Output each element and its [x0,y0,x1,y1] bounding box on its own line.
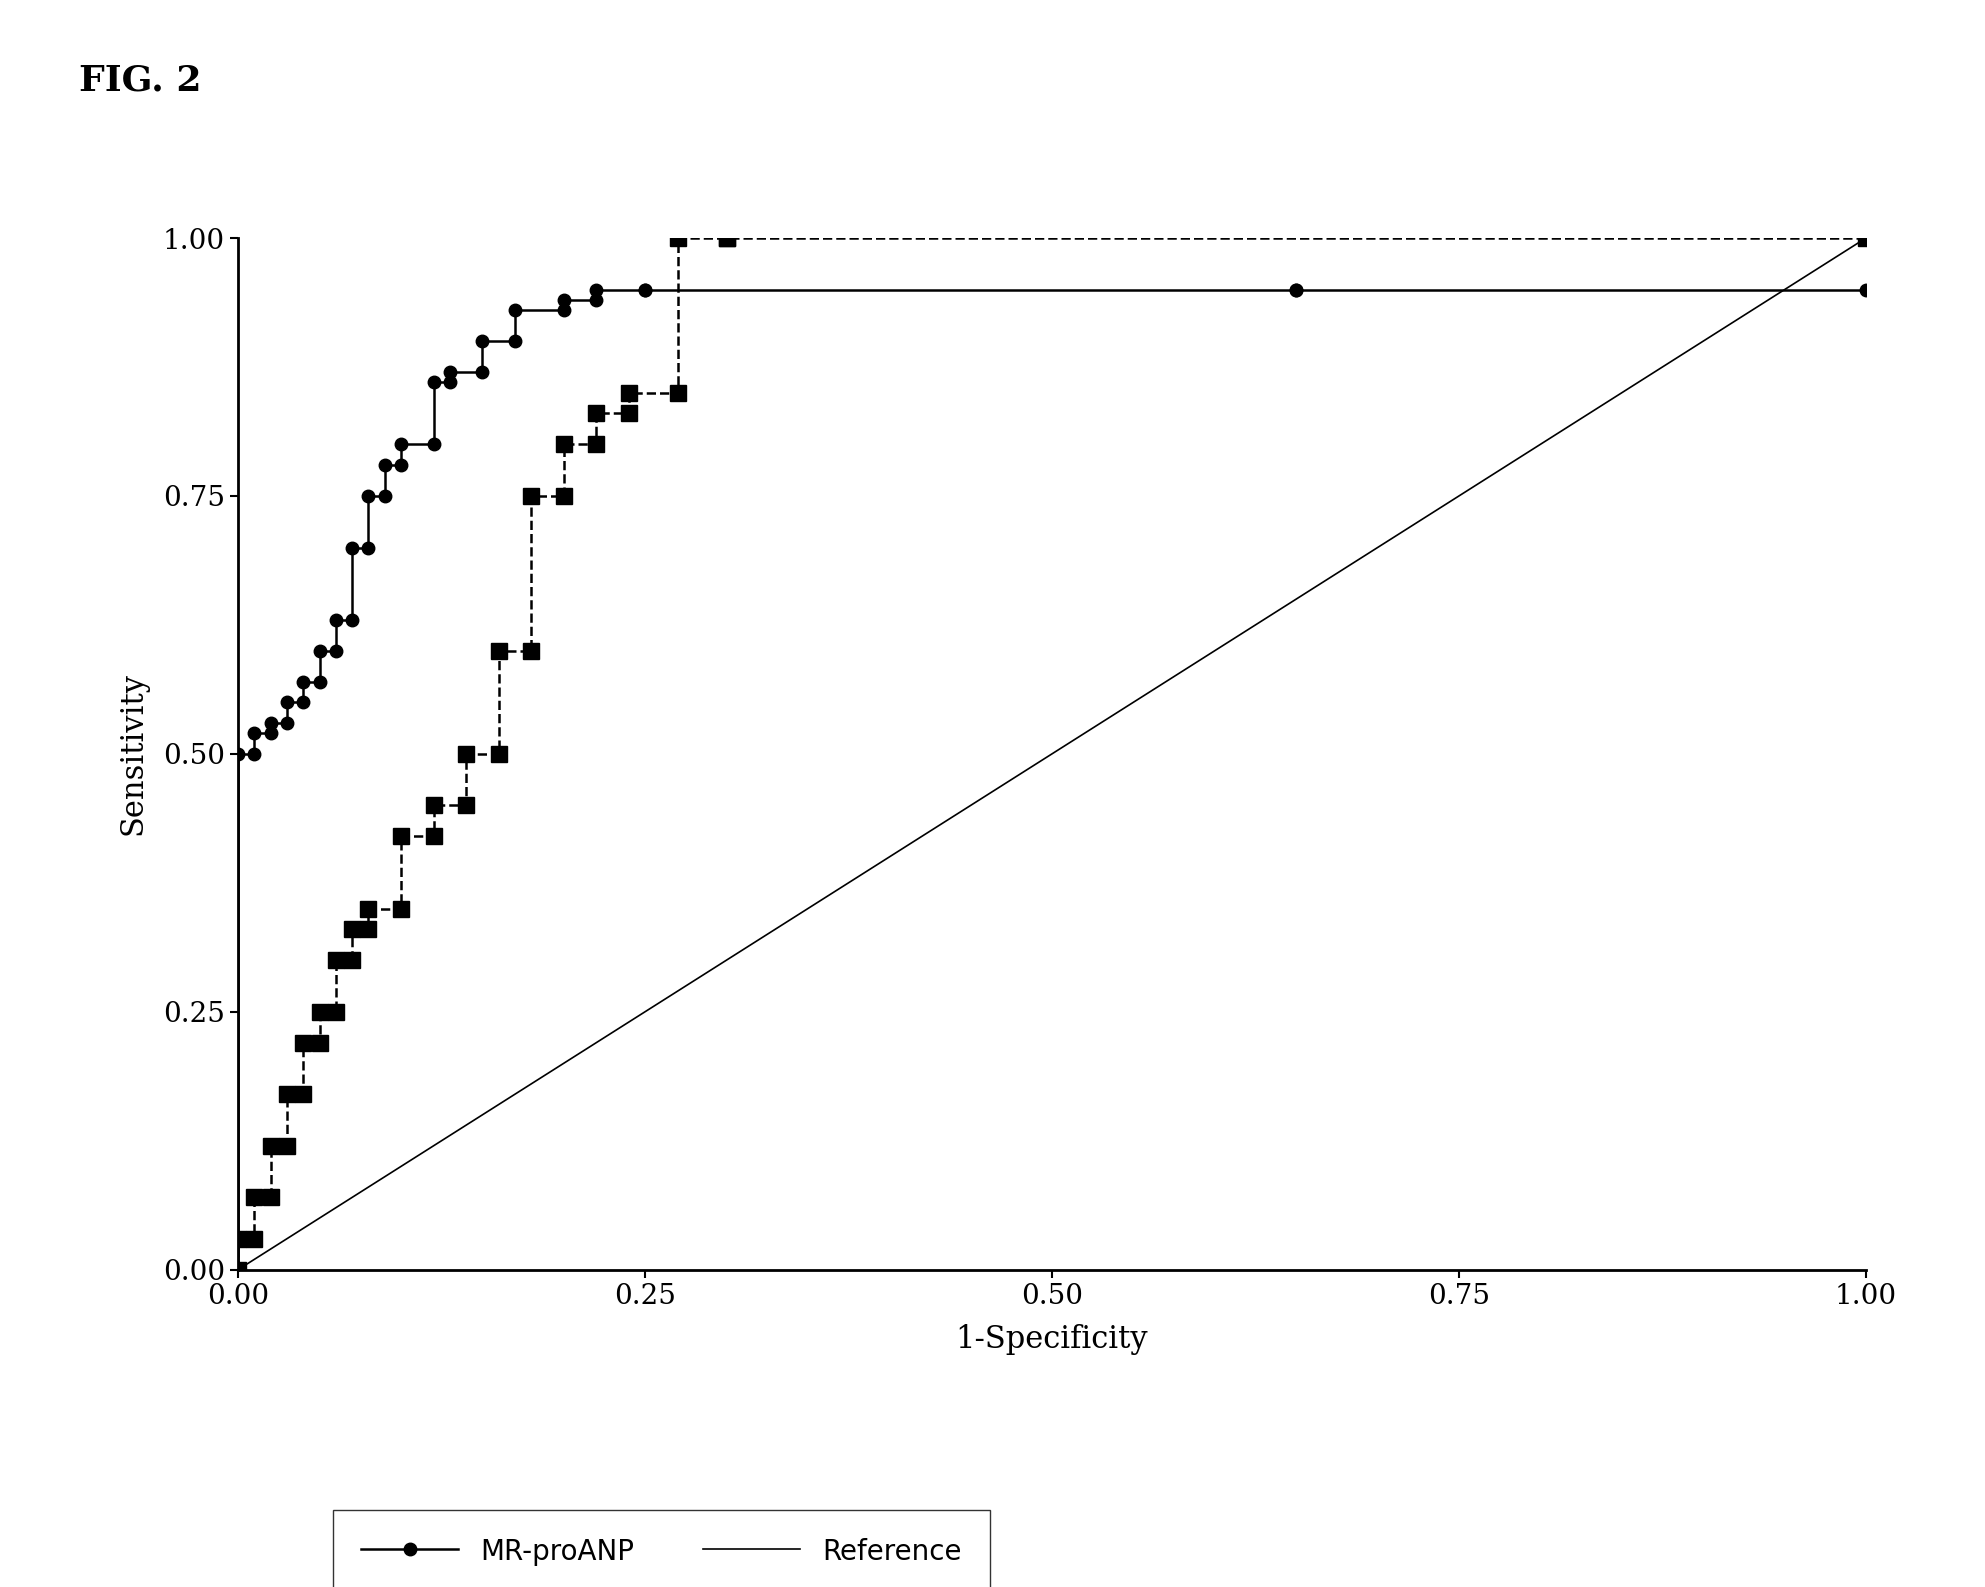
MR-proANP [292,692,316,711]
MR-proANP [357,538,381,557]
MR-proANP [373,455,397,475]
MR-proANP [1284,279,1308,298]
NT-proBNP [339,919,363,938]
Line: MR-proANP: MR-proANP [232,284,1872,1276]
NT-proBNP [324,1003,347,1022]
MR-proANP [1284,279,1308,298]
NT-proBNP [389,827,413,846]
MR-proANP [308,641,331,660]
Y-axis label: Sensitivity: Sensitivity [117,673,149,835]
MR-proANP [242,724,266,743]
NT-proBNP [715,229,738,248]
MR-proANP [552,290,576,309]
NT-proBNP [276,1086,300,1105]
NT-proBNP [226,1228,250,1247]
MR-proANP [308,673,331,692]
Legend: MR-proANP, NT-proBNP, Reference: MR-proANP, NT-proBNP, Reference [333,1511,991,1587]
NT-proBNP [357,898,381,917]
MR-proANP [258,724,282,743]
NT-proBNP [617,382,641,402]
NT-proBNP [308,1003,331,1022]
NT-proBNP [715,229,738,248]
NT-proBNP [292,1086,316,1105]
NT-proBNP [617,405,641,424]
NT-proBNP [552,486,576,505]
MR-proANP [373,486,397,505]
MR-proANP [470,332,494,351]
MR-proANP [292,673,316,692]
NT-proBNP [292,1033,316,1052]
MR-proANP [339,538,363,557]
MR-proANP [226,744,250,763]
MR-proANP [242,744,266,763]
Text: FIG. 2: FIG. 2 [79,63,202,97]
MR-proANP [421,435,445,454]
MR-proANP [357,486,381,505]
MR-proANP [421,373,445,392]
MR-proANP [439,373,463,392]
MR-proANP [502,332,526,351]
MR-proANP [633,279,657,298]
MR-proANP [258,714,282,733]
NT-proBNP [276,1136,300,1155]
NT-proBNP [258,1136,282,1155]
NT-proBNP [520,641,544,660]
X-axis label: 1-Specificity: 1-Specificity [955,1324,1149,1355]
NT-proBNP [552,435,576,454]
MR-proANP [339,611,363,630]
NT-proBNP [584,435,607,454]
NT-proBNP [486,744,510,763]
NT-proBNP [1854,229,1878,248]
NT-proBNP [665,382,689,402]
NT-proBNP [421,827,445,846]
NT-proBNP [389,898,413,917]
NT-proBNP [520,486,544,505]
NT-proBNP [455,744,478,763]
MR-proANP [1854,279,1878,298]
NT-proBNP [455,795,478,816]
NT-proBNP [665,229,689,248]
MR-proANP [633,279,657,298]
NT-proBNP [242,1187,266,1206]
NT-proBNP [339,951,363,970]
MR-proANP [324,611,347,630]
Line: NT-proBNP: NT-proBNP [230,230,1874,1278]
MR-proANP [552,300,576,319]
NT-proBNP [421,795,445,816]
NT-proBNP [308,1033,331,1052]
NT-proBNP [584,405,607,424]
MR-proANP [584,279,607,298]
MR-proANP [584,290,607,309]
MR-proANP [389,435,413,454]
MR-proANP [276,692,300,711]
MR-proANP [324,641,347,660]
NT-proBNP [226,1260,250,1279]
MR-proANP [470,362,494,381]
MR-proANP [389,455,413,475]
MR-proANP [276,714,300,733]
MR-proANP [226,1260,250,1279]
NT-proBNP [486,641,510,660]
NT-proBNP [324,951,347,970]
MR-proANP [502,300,526,319]
NT-proBNP [242,1228,266,1247]
NT-proBNP [357,919,381,938]
NT-proBNP [258,1187,282,1206]
MR-proANP [439,362,463,381]
